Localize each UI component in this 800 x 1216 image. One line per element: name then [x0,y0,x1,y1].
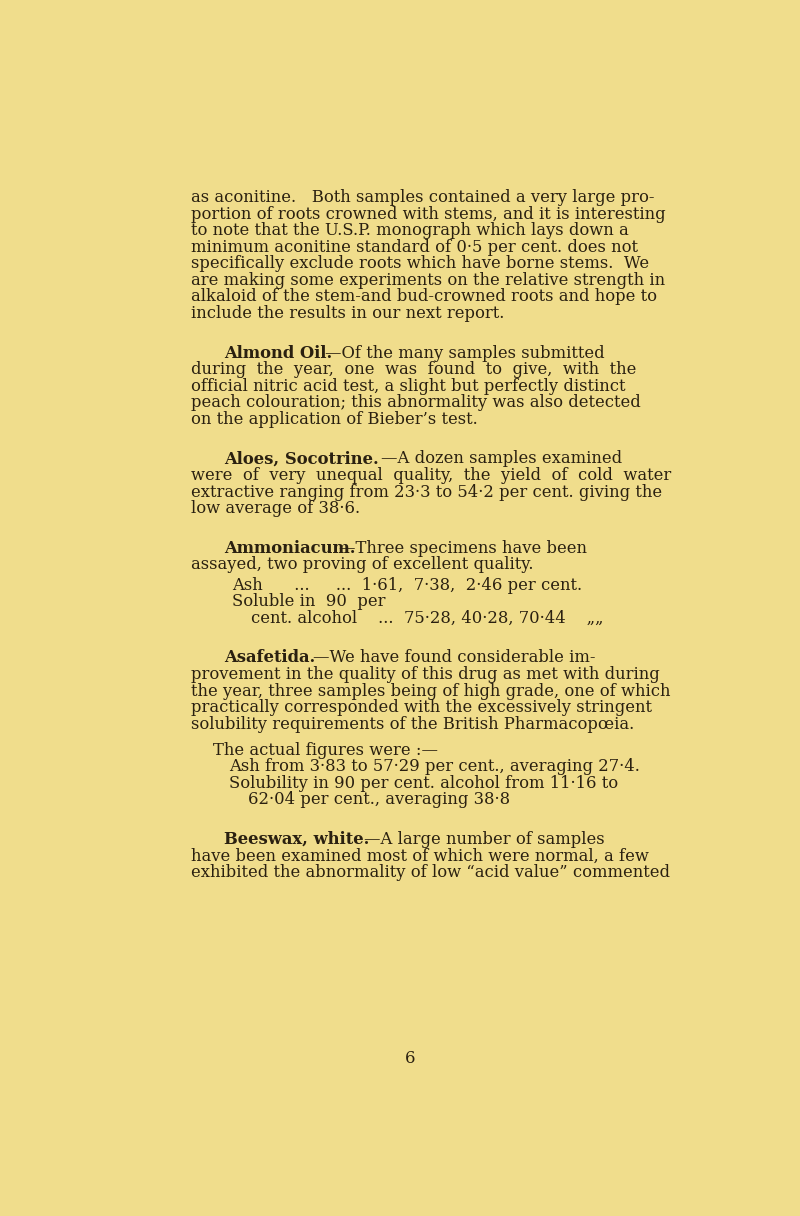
Text: to note that the U.S.P. monograph which lays down a: to note that the U.S.P. monograph which … [191,223,630,240]
Text: as aconitine.   Both samples contained a very large pro-: as aconitine. Both samples contained a v… [191,188,655,206]
Text: Ash      ...     ...  1·61,  7·38,  2·46 per cent.: Ash ... ... 1·61, 7·38, 2·46 per cent. [232,576,582,593]
Text: low average of 38·6.: low average of 38·6. [191,500,361,517]
Text: —Of the many samples submitted: —Of the many samples submitted [325,344,604,361]
Text: Asafetida.: Asafetida. [224,649,315,666]
Text: assayed, two proving of excellent quality.: assayed, two proving of excellent qualit… [191,557,534,573]
Text: Aloes, Socotrine.: Aloes, Socotrine. [224,450,378,467]
Text: specifically exclude roots which have borne stems.  We: specifically exclude roots which have bo… [191,255,650,272]
Text: portion of roots crowned with stems, and it is interesting: portion of roots crowned with stems, and… [191,206,666,223]
Text: Almond Oil.: Almond Oil. [224,344,332,361]
Text: Beeswax, white.: Beeswax, white. [224,831,370,848]
Text: —A dozen samples examined: —A dozen samples examined [381,450,622,467]
Text: Solubility in 90 per cent. alcohol from 11·16 to: Solubility in 90 per cent. alcohol from … [229,775,618,792]
Text: 6: 6 [405,1049,415,1066]
Text: The actual figures were :—: The actual figures were :— [213,742,438,759]
Text: —A large number of samples: —A large number of samples [363,831,604,848]
Text: are making some experiments on the relative strength in: are making some experiments on the relat… [191,272,666,289]
Text: 62·04 per cent., averaging 38·8: 62·04 per cent., averaging 38·8 [248,792,510,809]
Text: cent. alcohol    ...  75·28, 40·28, 70·44    „„: cent. alcohol ... 75·28, 40·28, 70·44 „„ [251,610,604,626]
Text: peach colouration; this abnormality was also detected: peach colouration; this abnormality was … [191,394,642,411]
Text: Ammoniacum.: Ammoniacum. [224,540,355,557]
Text: provement in the quality of this drug as met with during: provement in the quality of this drug as… [191,666,660,683]
Text: —We have found considerable im-: —We have found considerable im- [313,649,596,666]
Text: exhibited the abnormality of low “acid value” commented: exhibited the abnormality of low “acid v… [191,863,670,880]
Text: official nitric acid test, a slight but perfectly distinct: official nitric acid test, a slight but … [191,378,626,395]
Text: have been examined most of which were normal, a few: have been examined most of which were no… [191,848,650,865]
Text: alkaloid of the stem-and bud-crowned roots and hope to: alkaloid of the stem-and bud-crowned roo… [191,288,658,305]
Text: Ash from 3·83 to 57·29 per cent., averaging 27·4.: Ash from 3·83 to 57·29 per cent., averag… [229,758,639,775]
Text: on the application of Bieber’s test.: on the application of Bieber’s test. [191,411,478,428]
Text: during  the  year,  one  was  found  to  give,  with  the: during the year, one was found to give, … [191,361,637,378]
Text: were  of  very  unequal  quality,  the  yield  of  cold  water: were of very unequal quality, the yield … [191,467,672,484]
Text: the year, three samples being of high grade, one of which: the year, three samples being of high gr… [191,682,671,699]
Text: extractive ranging from 23·3 to 54·2 per cent. giving the: extractive ranging from 23·3 to 54·2 per… [191,484,662,501]
Text: Soluble in  90  per: Soluble in 90 per [232,593,386,610]
Text: minimum aconitine standard of 0·5 per cent. does not: minimum aconitine standard of 0·5 per ce… [191,238,638,255]
Text: include the results in our next report.: include the results in our next report. [191,305,505,322]
Text: practically corresponded with the excessively stringent: practically corresponded with the excess… [191,699,653,716]
Text: —Three specimens have been: —Three specimens have been [338,540,586,557]
Text: solubility requirements of the British Pharmacopœia.: solubility requirements of the British P… [191,716,634,733]
